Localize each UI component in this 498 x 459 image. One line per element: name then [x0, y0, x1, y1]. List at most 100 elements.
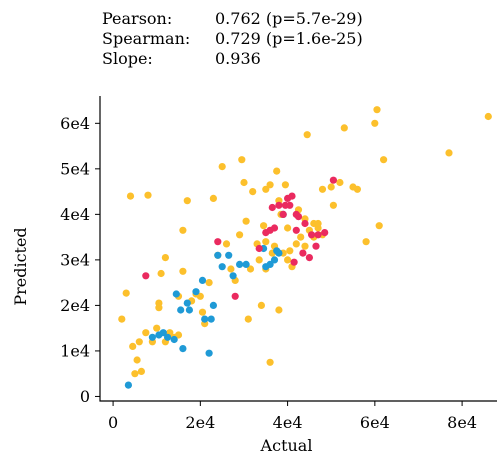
data-point-blue	[201, 316, 208, 323]
data-point-blue	[125, 382, 132, 389]
data-point-yellow	[219, 163, 226, 170]
data-point-blue	[199, 277, 206, 284]
data-point-blue	[225, 252, 232, 259]
data-point-yellow	[142, 329, 149, 336]
data-point-yellow	[223, 240, 230, 247]
data-point-yellow	[245, 316, 252, 323]
data-point-yellow	[328, 183, 335, 190]
data-point-yellow	[158, 270, 165, 277]
data-point-yellow	[445, 149, 452, 156]
data-point-yellow	[118, 316, 125, 323]
data-point-yellow	[284, 224, 291, 231]
data-point-yellow	[238, 156, 245, 163]
data-point-red	[232, 293, 239, 300]
data-point-red	[301, 220, 308, 227]
data-point-blue	[173, 290, 180, 297]
data-point-red	[142, 272, 149, 279]
data-point-blue	[192, 288, 199, 295]
data-point-blue	[164, 334, 171, 341]
data-point-blue	[206, 350, 213, 357]
data-point-yellow	[330, 202, 337, 209]
data-point-yellow	[240, 179, 247, 186]
data-point-red	[291, 259, 298, 266]
data-point-yellow	[275, 306, 282, 313]
data-point-yellow	[258, 302, 265, 309]
data-point-red	[330, 177, 337, 184]
data-point-yellow	[373, 106, 380, 113]
data-point-yellow	[210, 195, 217, 202]
data-point-blue	[230, 272, 237, 279]
data-point-yellow	[485, 113, 492, 120]
data-point-yellow	[127, 193, 134, 200]
data-point-blue	[219, 263, 226, 270]
data-point-yellow	[129, 343, 136, 350]
data-point-yellow	[363, 238, 370, 245]
x-axis-label: Actual	[260, 436, 313, 455]
data-point-yellow	[256, 256, 263, 263]
data-point-blue	[243, 261, 250, 268]
data-point-yellow	[227, 265, 234, 272]
data-point-red	[295, 213, 302, 220]
data-point-red	[312, 243, 319, 250]
data-point-yellow	[304, 131, 311, 138]
x-tick-label: 0	[108, 413, 118, 432]
data-point-blue	[236, 261, 243, 268]
data-point-blue	[149, 334, 156, 341]
y-tick-label: 3e4	[60, 250, 90, 269]
data-point-red	[280, 211, 287, 218]
y-tick-label: 6e4	[60, 114, 90, 133]
data-point-blue	[177, 306, 184, 313]
x-tick-label: 8e4	[447, 413, 477, 432]
data-point-red	[321, 229, 328, 236]
data-point-yellow	[153, 325, 160, 332]
data-point-blue	[214, 252, 221, 259]
data-point-yellow	[155, 304, 162, 311]
data-point-yellow	[262, 238, 269, 245]
data-point-yellow	[179, 227, 186, 234]
data-point-yellow	[380, 156, 387, 163]
data-point-yellow	[136, 338, 143, 345]
data-point-red	[293, 227, 300, 234]
data-point-blue	[186, 306, 193, 313]
y-tick-label: 2e4	[60, 296, 90, 315]
data-point-yellow	[376, 222, 383, 229]
x-tick-label: 2e4	[185, 413, 215, 432]
data-point-red	[306, 254, 313, 261]
data-point-blue	[179, 345, 186, 352]
data-point-yellow	[315, 220, 322, 227]
data-point-yellow	[293, 240, 300, 247]
data-point-red	[256, 245, 263, 252]
data-point-yellow	[179, 268, 186, 275]
data-point-red	[267, 227, 274, 234]
data-point-blue	[184, 300, 191, 307]
data-point-blue	[208, 316, 215, 323]
data-point-yellow	[243, 218, 250, 225]
data-point-yellow	[144, 192, 151, 199]
y-tick-label: 0	[80, 387, 90, 406]
data-point-blue	[210, 302, 217, 309]
data-point-yellow	[184, 197, 191, 204]
data-point-yellow	[260, 222, 267, 229]
x-tick-label: 4e4	[273, 413, 303, 432]
data-point-blue	[275, 250, 282, 257]
data-point-yellow	[206, 279, 213, 286]
data-point-yellow	[301, 243, 308, 250]
data-point-yellow	[134, 356, 141, 363]
data-point-red	[315, 231, 322, 238]
data-point-yellow	[267, 359, 274, 366]
data-point-yellow	[138, 368, 145, 375]
data-point-yellow	[297, 234, 304, 241]
data-point-blue	[171, 336, 178, 343]
x-tick-label: 6e4	[360, 413, 390, 432]
data-point-yellow	[123, 290, 130, 297]
data-point-yellow	[371, 120, 378, 127]
data-point-red	[308, 231, 315, 238]
data-point-yellow	[236, 231, 243, 238]
data-point-yellow	[341, 124, 348, 131]
data-point-blue	[271, 256, 278, 263]
data-point-yellow	[162, 254, 169, 261]
data-point-yellow	[336, 179, 343, 186]
data-point-yellow	[199, 309, 206, 316]
data-point-red	[275, 202, 282, 209]
